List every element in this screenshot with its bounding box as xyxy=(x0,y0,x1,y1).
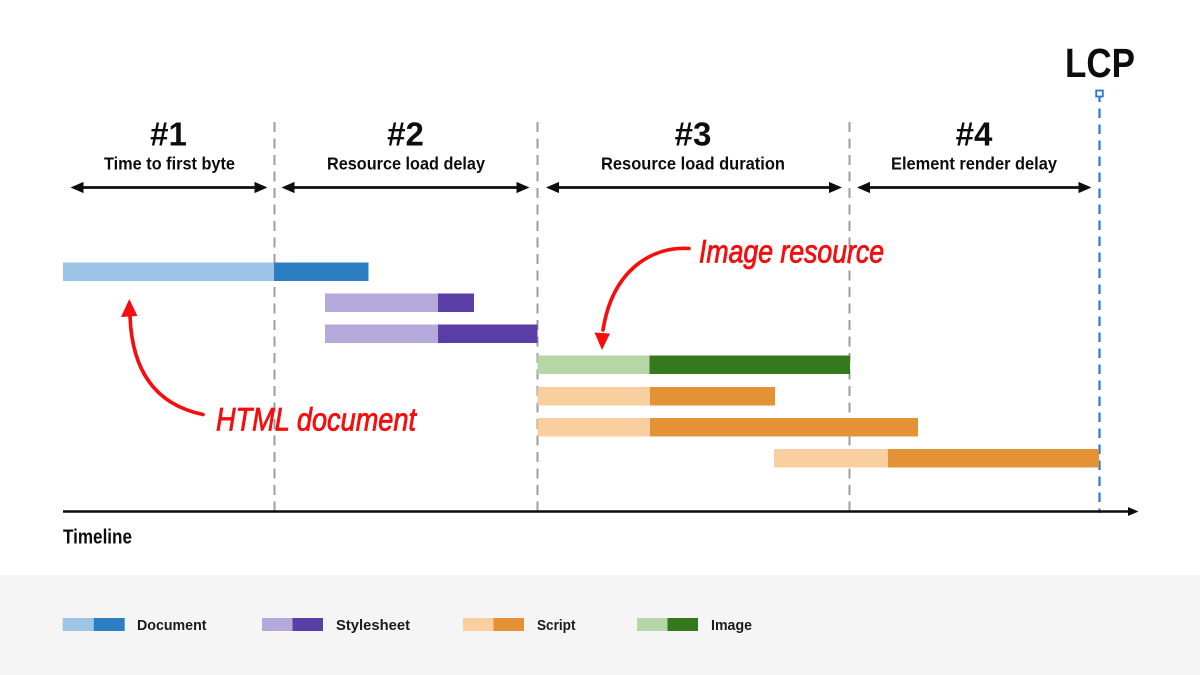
svg-text:Image: Image xyxy=(711,617,752,634)
svg-text:Time to first byte: Time to first byte xyxy=(104,154,235,174)
svg-text:Image resource: Image resource xyxy=(699,234,884,270)
svg-text:#2: #2 xyxy=(387,116,424,153)
svg-text:#3: #3 xyxy=(675,116,712,153)
svg-text:LCP: LCP xyxy=(1065,40,1135,86)
svg-text:Document: Document xyxy=(137,617,207,634)
svg-text:Script: Script xyxy=(537,617,576,634)
svg-text:Resource load duration: Resource load duration xyxy=(601,154,785,174)
svg-text:Timeline: Timeline xyxy=(63,527,132,549)
svg-text:#4: #4 xyxy=(956,116,993,153)
svg-text:Resource load delay: Resource load delay xyxy=(327,154,485,174)
svg-text:#1: #1 xyxy=(150,116,187,153)
svg-text:Stylesheet: Stylesheet xyxy=(336,617,410,634)
svg-text:Element render delay: Element render delay xyxy=(891,154,1057,174)
svg-text:HTML document: HTML document xyxy=(216,402,417,438)
